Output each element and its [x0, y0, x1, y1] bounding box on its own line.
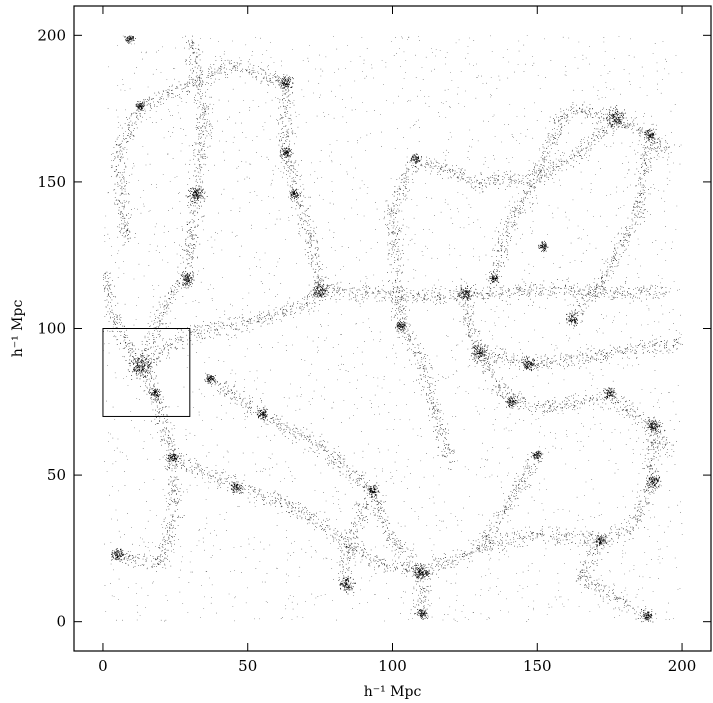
y-axis-ticks: 0 50 100 150 200	[37, 26, 711, 631]
y-tick-label: 200	[37, 26, 66, 44]
y-tick-label: 150	[37, 173, 66, 191]
y-tick-label: 100	[37, 320, 66, 338]
highlight-box	[102, 328, 191, 417]
x-tick-label: 100	[378, 657, 407, 675]
x-tick-label: 150	[523, 657, 552, 675]
x-tick-label: 50	[238, 657, 257, 675]
x-tick-label: 200	[668, 657, 697, 675]
y-tick-label: 50	[47, 466, 66, 484]
x-axis-ticks: 0 50 100 150 200	[98, 6, 696, 675]
x-axis-title: h⁻¹ Mpc	[364, 684, 422, 700]
x-tick-label: 0	[98, 657, 108, 675]
y-axis-title: h⁻¹ Mpc	[10, 300, 26, 358]
y-tick-label: 0	[56, 613, 66, 631]
